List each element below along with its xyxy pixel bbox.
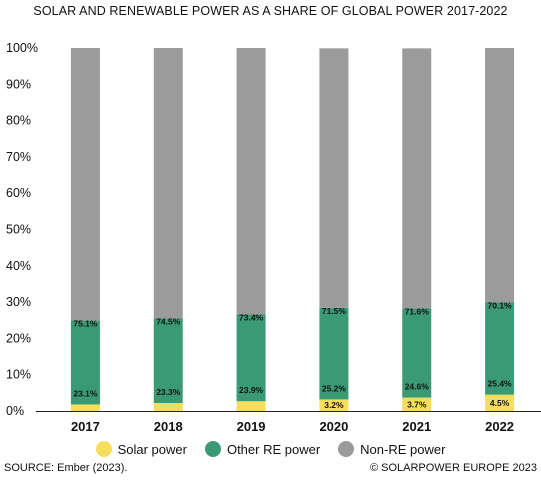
data-label: 71.6% (405, 306, 430, 316)
data-label: 24.6% (405, 382, 430, 392)
data-label: 73.4% (239, 312, 264, 322)
bar-segment-non-re (70, 48, 100, 321)
bar-segment-solar (485, 394, 515, 411)
legend-item-non-re: Non-RE power (338, 441, 445, 457)
bar-segment-non-re (485, 48, 515, 303)
data-label: 74.5% (156, 316, 181, 326)
legend-swatch-other-re (204, 441, 221, 457)
x-tick-label: 2020 (319, 419, 348, 434)
y-tick-label: 100% (6, 41, 38, 55)
data-label: 23.3% (156, 387, 181, 397)
legend-label-solar: Solar power (117, 441, 187, 457)
bar-segment-other-re (319, 307, 349, 400)
y-tick-label: 30% (6, 295, 31, 309)
data-label: 23.9% (239, 385, 264, 395)
bar-segment-solar (319, 399, 349, 411)
bar-segment-solar (70, 404, 100, 411)
chart-title: SOLAR AND RENEWABLE POWER AS A SHARE OF … (33, 4, 508, 18)
data-label: 70.1% (488, 300, 513, 310)
bar-segment-solar (402, 397, 432, 411)
legend-label-other-re: Other RE power (226, 441, 321, 457)
x-tick-label: 2018 (154, 419, 183, 434)
bar-segment-solar (153, 403, 183, 411)
y-tick-label: 40% (6, 259, 31, 273)
y-tick-label: 80% (6, 114, 31, 128)
x-tick-label: 2022 (485, 419, 514, 434)
bar-segment-non-re (153, 48, 183, 319)
data-label: 3.2% (324, 400, 344, 410)
source-note: SOURCE: Ember (2023). (4, 462, 128, 474)
x-tick-label: 2021 (402, 419, 431, 434)
data-label: 23.1% (73, 388, 98, 398)
legend-label-non-re: Non-RE power (360, 441, 446, 457)
data-label: 75.1% (73, 319, 98, 329)
bar-segment-other-re (70, 320, 100, 405)
bar-segment-solar (236, 401, 266, 411)
y-tick-label: 60% (6, 186, 31, 200)
bar-segment-other-re (485, 302, 515, 395)
legend-item-solar: Solar power (95, 441, 187, 457)
x-tick-label: 2019 (237, 419, 266, 434)
y-tick-label: 0% (6, 404, 24, 418)
bar-segment-other-re (236, 314, 266, 402)
data-label: 4.5% (490, 398, 510, 408)
y-tick-label: 10% (6, 368, 31, 382)
data-label: 25.2% (322, 383, 347, 393)
legend-swatch-non-re (338, 441, 355, 457)
bar-segment-non-re (319, 48, 349, 308)
data-label: 3.7% (407, 399, 427, 409)
bar-segment-other-re (153, 318, 183, 404)
x-tick-label: 2017 (71, 419, 100, 434)
chart-legend: Solar power Other RE power Non-RE power (0, 441, 541, 457)
y-tick-label: 50% (6, 223, 31, 237)
y-tick-label: 20% (6, 331, 31, 345)
y-tick-label: 90% (6, 77, 31, 91)
bar-segment-non-re (402, 48, 432, 309)
legend-swatch-solar (95, 441, 112, 457)
data-label: 71.5% (322, 306, 347, 316)
copyright-note: © SOLARPOWER EUROPE 2023 (369, 462, 537, 474)
bar-segment-other-re (402, 308, 432, 398)
legend-item-other-re: Other RE power (204, 441, 321, 457)
y-tick-label: 70% (6, 150, 31, 164)
data-label: 25.4% (488, 379, 513, 389)
bar-segment-non-re (236, 48, 266, 315)
